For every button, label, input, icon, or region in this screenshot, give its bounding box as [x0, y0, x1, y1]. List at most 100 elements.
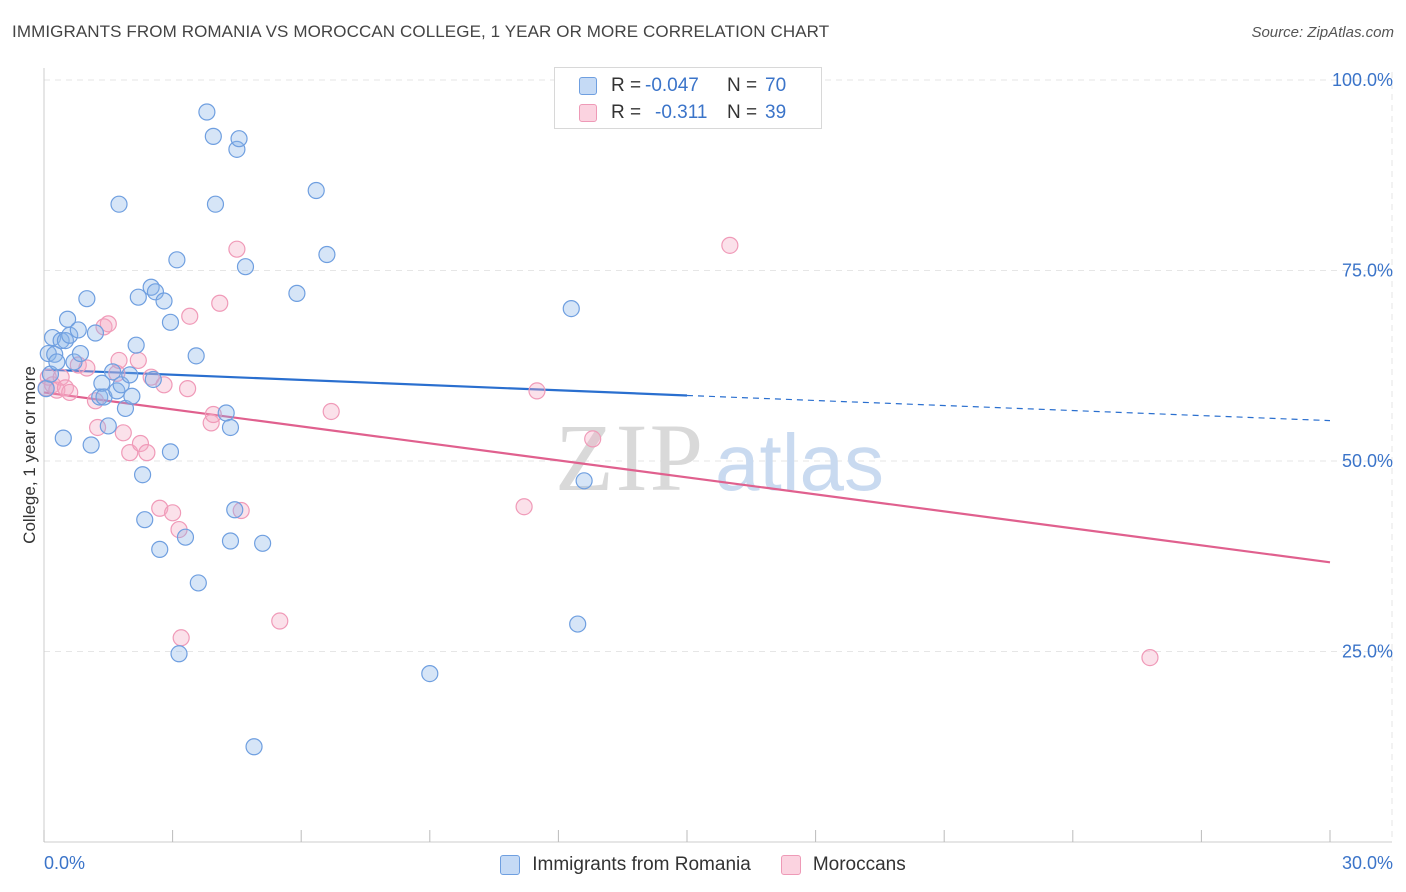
legend-swatch-moroccans	[579, 104, 597, 122]
moroccans-point	[88, 418, 107, 437]
romania-point	[61, 326, 79, 344]
romania-point	[254, 534, 272, 552]
moroccans-point	[1141, 648, 1159, 667]
y-tick-label: 75.0%	[1342, 261, 1393, 281]
moroccans-point	[584, 430, 602, 448]
romania-point	[86, 324, 105, 342]
moroccans-point	[142, 368, 160, 386]
romania-point	[230, 130, 248, 148]
data-points	[37, 93, 1159, 756]
romania-point	[562, 300, 580, 318]
romania-point	[71, 344, 90, 363]
romania-point	[78, 290, 96, 308]
series-label-romania: Immigrants from Romania	[532, 854, 751, 875]
moroccans-point	[181, 307, 199, 325]
romania-point	[103, 363, 122, 381]
romania-point	[221, 532, 240, 550]
legend-swatch-romania	[579, 77, 597, 95]
romania-point	[421, 664, 439, 683]
romania-point	[129, 288, 147, 306]
romania-point	[236, 258, 255, 276]
series-swatch-romania	[500, 855, 521, 875]
series-swatch-moroccans	[780, 855, 801, 875]
romania-point	[307, 181, 325, 200]
romania-point	[318, 245, 336, 264]
legend-n-label: N =	[727, 75, 758, 96]
romania-point	[187, 347, 205, 365]
romania-point	[93, 374, 111, 392]
romania-point	[48, 353, 66, 371]
legend-n-value: 70	[765, 75, 787, 96]
watermark-atlas: atlas	[715, 418, 884, 507]
legend-r-value: -0.311	[655, 102, 708, 123]
romania-point	[82, 436, 100, 454]
gridlines	[44, 72, 1393, 842]
romania-trend-line-extension	[686, 394, 1331, 422]
romania-point	[245, 738, 263, 756]
chart-title: IMMIGRANTS FROM ROMANIA VS MOROCCAN COLL…	[12, 22, 830, 41]
moroccans-point	[271, 612, 289, 630]
moroccans-point	[528, 382, 546, 400]
moroccans-point	[232, 501, 250, 520]
stats-legend: R = -0.047 N = 70 R = -0.311 N = 39	[554, 67, 822, 129]
moroccans-point	[179, 380, 197, 398]
legend-r-label: R =	[611, 102, 642, 123]
watermark: ZIP atlas	[555, 404, 884, 511]
moroccans-point	[114, 424, 132, 442]
romania-point	[204, 127, 222, 145]
romania-point	[91, 388, 109, 406]
romania-point	[288, 284, 306, 302]
y-axis-label: College, 1 year or more	[20, 366, 39, 544]
romania-point	[170, 645, 188, 663]
trend-lines	[43, 368, 1331, 564]
x-tick-label: 30.0%	[1342, 853, 1393, 873]
romania-point	[575, 472, 593, 490]
moroccans-point	[721, 236, 739, 254]
romania-point	[155, 292, 173, 310]
romania-point	[136, 511, 154, 529]
moroccans-point	[322, 402, 340, 421]
romania-point	[176, 528, 195, 546]
romania-point	[217, 404, 235, 422]
source-label: Source: ZipAtlas.com	[1251, 24, 1394, 41]
moroccans-point	[129, 351, 147, 370]
series-legend-moroccans: Moroccans	[780, 854, 906, 876]
moroccans-point	[155, 376, 173, 394]
legend-r-value: -0.047	[645, 75, 699, 96]
romania-point	[146, 283, 165, 301]
romania-point	[151, 540, 169, 558]
romania-point	[228, 140, 246, 158]
x-tick-label: 0.0%	[44, 853, 85, 873]
moroccans-point	[228, 240, 246, 258]
series-legend: Immigrants from Romania Moroccans	[0, 852, 1406, 878]
moroccans-point	[164, 504, 182, 522]
romania-point	[127, 336, 145, 354]
moroccans-point	[151, 499, 169, 517]
moroccans-point	[211, 294, 229, 312]
legend-row-romania: R = -0.047 N = 70	[579, 74, 786, 98]
axes	[43, 68, 1392, 843]
romania-point	[161, 443, 180, 461]
tick-labels: 100.0% 75.0% 50.0% 25.0% 0.0% 30.0%	[44, 70, 1393, 873]
romania-point	[168, 251, 186, 269]
romania-point	[206, 195, 225, 213]
romania-point	[569, 615, 587, 633]
romania-point	[226, 501, 244, 519]
romania-point	[161, 313, 180, 331]
series-label-moroccans: Moroccans	[812, 854, 906, 875]
legend-row-moroccans: R = -0.311 N = 39	[579, 101, 786, 125]
romania-point	[198, 103, 216, 121]
moroccans-point	[515, 498, 533, 516]
romania-point	[123, 387, 141, 405]
romania-point	[144, 370, 162, 389]
romania-point	[189, 574, 207, 592]
romania-point	[121, 366, 139, 384]
moroccans-point	[138, 444, 156, 462]
moroccans-point	[99, 315, 117, 333]
y-tick-label: 100.0%	[1332, 70, 1393, 90]
romania-point	[52, 332, 70, 350]
romania-point	[221, 418, 240, 437]
legend-r-label: R =	[611, 75, 642, 96]
romania-point	[110, 195, 128, 213]
